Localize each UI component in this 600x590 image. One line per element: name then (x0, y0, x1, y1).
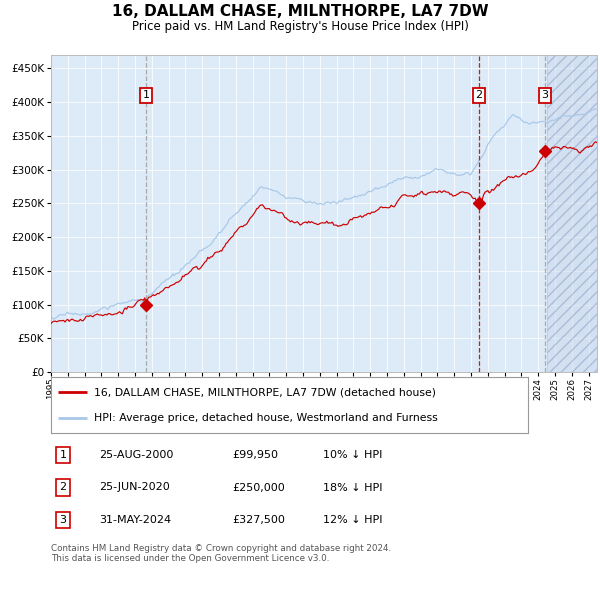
Text: 2: 2 (59, 483, 67, 493)
Text: HPI: Average price, detached house, Westmorland and Furness: HPI: Average price, detached house, West… (94, 413, 437, 423)
Text: 1: 1 (59, 450, 67, 460)
Text: £327,500: £327,500 (232, 515, 285, 525)
Text: 16, DALLAM CHASE, MILNTHORPE, LA7 7DW (detached house): 16, DALLAM CHASE, MILNTHORPE, LA7 7DW (d… (94, 387, 436, 397)
Bar (547, 55, 597, 372)
Text: Price paid vs. HM Land Registry's House Price Index (HPI): Price paid vs. HM Land Registry's House … (131, 20, 469, 33)
Text: 2: 2 (475, 90, 482, 100)
Text: 25-JUN-2020: 25-JUN-2020 (99, 483, 169, 493)
Text: 12% ↓ HPI: 12% ↓ HPI (323, 515, 382, 525)
Text: 25-AUG-2000: 25-AUG-2000 (99, 450, 173, 460)
Text: 31-MAY-2024: 31-MAY-2024 (99, 515, 171, 525)
Text: £250,000: £250,000 (232, 483, 285, 493)
Text: 18% ↓ HPI: 18% ↓ HPI (323, 483, 382, 493)
Text: £99,950: £99,950 (232, 450, 278, 460)
Text: 3: 3 (542, 90, 548, 100)
Text: 3: 3 (59, 515, 67, 525)
Text: 16, DALLAM CHASE, MILNTHORPE, LA7 7DW: 16, DALLAM CHASE, MILNTHORPE, LA7 7DW (112, 4, 488, 19)
Text: 1: 1 (142, 90, 149, 100)
Text: 10% ↓ HPI: 10% ↓ HPI (323, 450, 382, 460)
Text: Contains HM Land Registry data © Crown copyright and database right 2024.
This d: Contains HM Land Registry data © Crown c… (51, 544, 391, 563)
